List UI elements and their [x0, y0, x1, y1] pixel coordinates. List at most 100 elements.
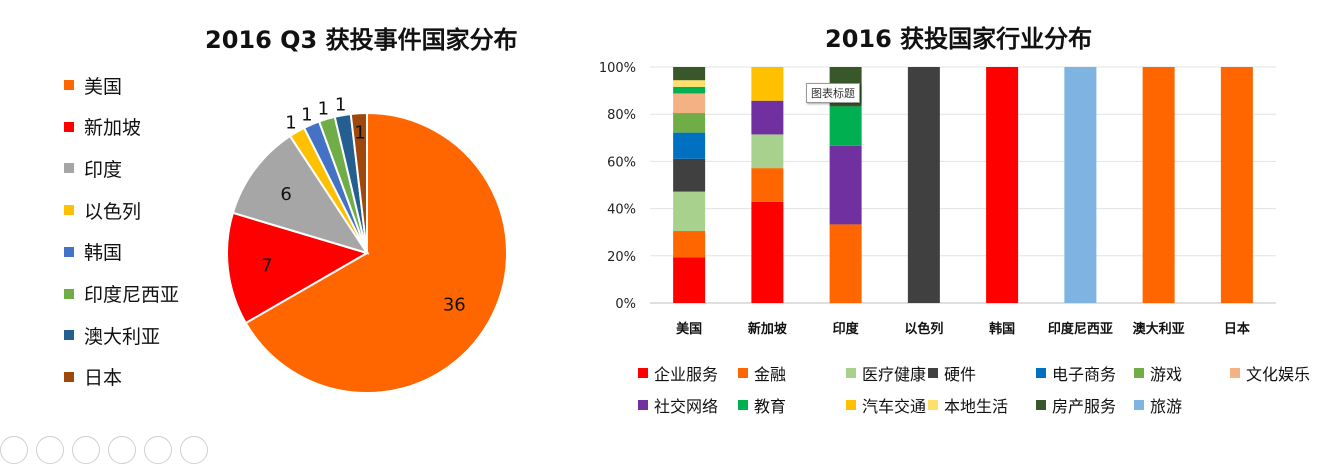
bar-segment — [673, 132, 706, 159]
chart-title-tooltip: 图表标题 — [806, 83, 860, 103]
bar-segment — [751, 168, 784, 202]
stacked-bar-chart: 0% 20% 40% 60% 80% 100% 美国 新加坡 印度 以色列 韩国 印度尼西亚 澳大利亚 日… — [599, 61, 1276, 337]
legend-label: 社交网络 — [654, 397, 719, 416]
bar-segment — [673, 257, 706, 303]
bar-segment — [829, 145, 862, 225]
y-tick-label: 100% — [599, 61, 636, 76]
legend-label: 房产服务 — [1052, 397, 1117, 416]
pie-legend-item: 印度 — [64, 155, 122, 181]
bar-legend-item: 文化娱乐 — [1230, 362, 1310, 384]
x-tick-label: 日本 — [1224, 321, 1250, 337]
pie-chart-title: 2016 Q3 获投事件国家分布 — [205, 26, 518, 54]
bar-legend-item: 汽车交通 — [846, 394, 926, 416]
legend-swatch — [638, 368, 648, 378]
y-tick-label: 0% — [615, 297, 636, 312]
legend-swatch — [638, 400, 648, 410]
pie-data-label: 1 — [285, 112, 296, 133]
legend-label: 游戏 — [1150, 365, 1183, 384]
y-tick-label: 20% — [607, 250, 636, 265]
pie-data-label: 1 — [335, 94, 346, 115]
legend-label: 印度 — [84, 158, 123, 181]
pie-legend-item: 新加坡 — [64, 114, 141, 140]
toolbar-icon[interactable] — [144, 436, 172, 464]
legend-swatch — [64, 80, 74, 90]
bar-segment — [673, 80, 706, 87]
legend-swatch — [1230, 368, 1240, 378]
pie-slice — [231, 134, 370, 255]
bar-legend-item: 本地生活 — [928, 394, 1008, 416]
legend-label: 汽车交通 — [862, 397, 927, 416]
pie-slice — [226, 211, 370, 325]
legend-swatch — [1134, 400, 1144, 410]
bar-legend-item: 医疗健康 — [846, 362, 926, 384]
legend-label: 金融 — [754, 365, 787, 384]
pie-data-label: 7 — [261, 256, 272, 277]
bar-legend-item: 电子商务 — [1036, 362, 1116, 384]
pie-data-label: 1 — [301, 104, 312, 125]
bar-segment — [907, 67, 940, 303]
bar-segment — [1142, 67, 1175, 303]
bar-legend-item: 社交网络 — [638, 394, 718, 416]
legend-swatch — [1036, 400, 1046, 410]
bar-segment — [751, 67, 784, 101]
pie-legend-item: 韩国 — [64, 239, 122, 265]
pie-data-label: 36 — [443, 294, 466, 315]
pie-legend-item: 印度尼西亚 — [64, 281, 179, 307]
legend-swatch — [64, 121, 74, 132]
bottom-toolbar — [0, 436, 216, 468]
legend-label: 美国 — [84, 75, 123, 98]
x-tick-label: 美国 — [676, 321, 702, 337]
bar-legend-item: 企业服务 — [638, 362, 718, 384]
legend-label: 电子商务 — [1052, 365, 1117, 384]
legend-label: 本地生活 — [944, 397, 1009, 416]
bar-legend-item: 硬件 — [928, 362, 976, 384]
x-tick-label: 以色列 — [904, 321, 943, 337]
bar-segment — [673, 86, 706, 94]
legend-swatch — [1134, 368, 1144, 378]
bar-segment — [829, 106, 862, 146]
legend-swatch — [1036, 368, 1046, 378]
legend-label: 旅游 — [1150, 397, 1183, 416]
legend-label: 澳大利亚 — [84, 325, 161, 348]
legend-swatch — [738, 400, 748, 410]
legend-label: 日本 — [84, 367, 123, 390]
toolbar-icon[interactable] — [180, 436, 208, 464]
pie-data-label: 6 — [280, 184, 291, 205]
legend-label: 韩国 — [84, 242, 123, 265]
pie-legend-item: 美国 — [64, 72, 122, 98]
bar-legend-item: 金融 — [738, 362, 786, 384]
x-tick-label: 印度 — [833, 321, 860, 337]
pie-slice — [349, 111, 368, 254]
pie-slice — [244, 111, 508, 394]
pie-legend-item: 澳大利亚 — [64, 322, 160, 348]
legend-label: 企业服务 — [654, 365, 719, 384]
toolbar-icon[interactable] — [0, 436, 28, 464]
bar-legend-item: 教育 — [738, 394, 786, 416]
bar-segment — [673, 113, 706, 133]
bar-segment — [751, 100, 784, 135]
bar-segment — [986, 67, 1019, 303]
y-tick-label: 80% — [607, 108, 636, 123]
legend-label: 文化娱乐 — [1246, 365, 1311, 384]
legend-swatch — [738, 368, 748, 378]
legend-swatch — [64, 288, 74, 299]
legend-swatch — [64, 330, 74, 341]
legend-swatch — [64, 371, 74, 382]
bar-segment — [1220, 67, 1253, 303]
toolbar-icon[interactable] — [36, 436, 64, 464]
bar-segment — [673, 158, 706, 192]
legend-swatch — [846, 400, 856, 410]
bar-segment — [673, 93, 706, 114]
bar-segment — [751, 201, 784, 303]
bar-segment — [673, 191, 706, 232]
bar-segment — [829, 224, 862, 303]
bar-chart-title: 2016 获投国家行业分布 — [825, 25, 1093, 53]
toolbar-icon[interactable] — [108, 436, 136, 464]
bar-segment — [673, 67, 706, 81]
legend-label: 印度尼西亚 — [84, 284, 180, 306]
x-tick-label: 新加坡 — [748, 321, 788, 337]
x-tick-label: 澳大利亚 — [1133, 321, 1185, 337]
legend-label: 教育 — [754, 397, 787, 416]
toolbar-icon[interactable] — [72, 436, 100, 464]
legend-swatch — [64, 246, 74, 257]
